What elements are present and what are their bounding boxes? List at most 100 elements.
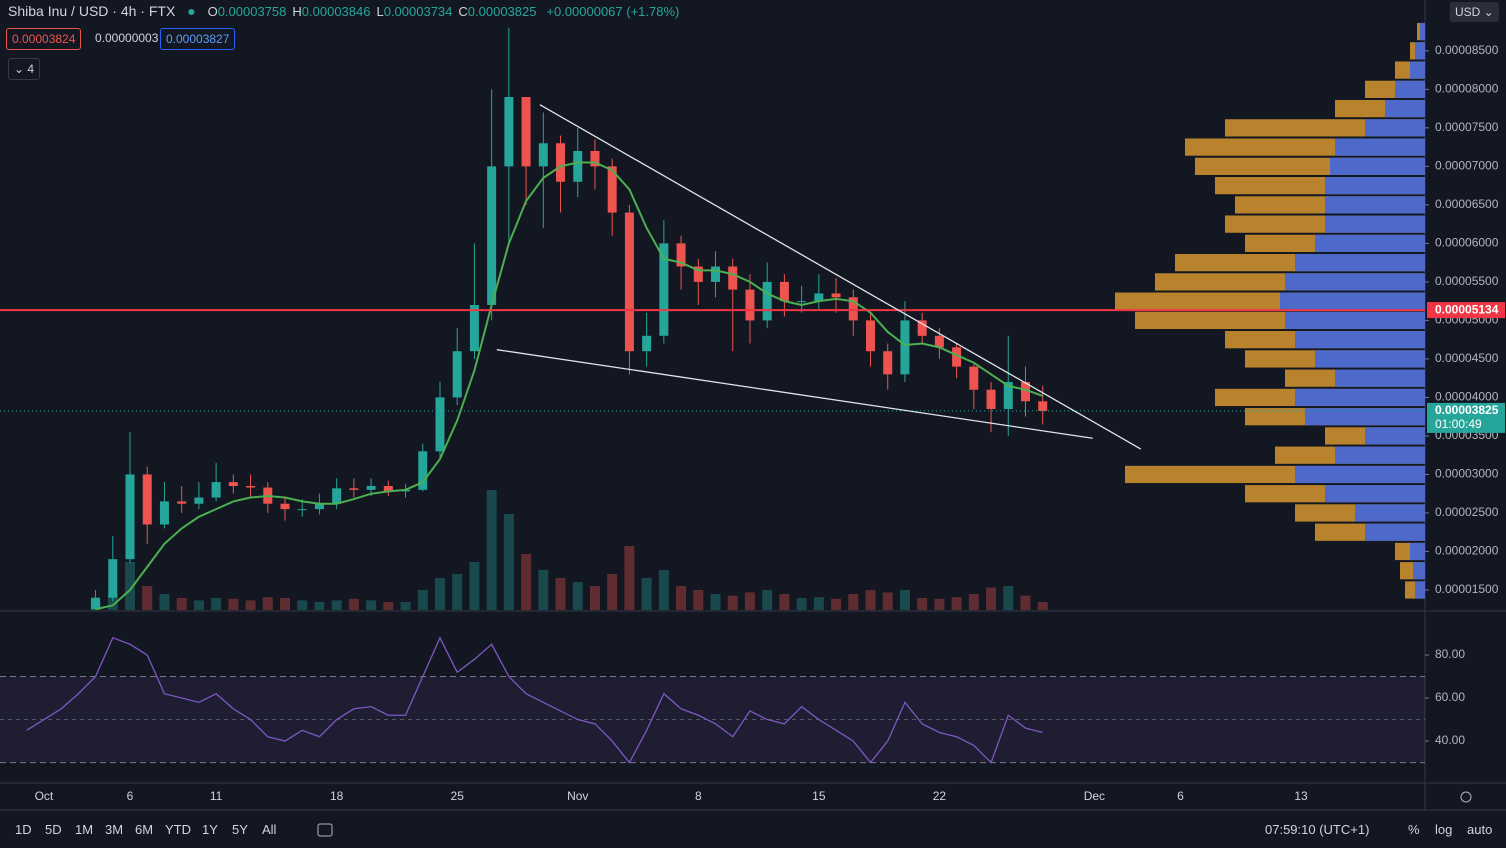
candle-body: [452, 351, 462, 398]
clock: 07:59:10 (UTC+1): [1265, 822, 1370, 837]
volume-bar: [727, 595, 738, 610]
settings-icon[interactable]: [1460, 791, 1472, 803]
volume-bar: [693, 590, 704, 610]
volume-bar: [245, 600, 256, 610]
volume-bar: [434, 578, 445, 610]
volume-bar: [1037, 602, 1048, 610]
profile-bar-up: [1415, 42, 1425, 60]
currency-button[interactable]: USD ⌄: [1450, 2, 1499, 22]
y-tick-label: 0.00001500: [1435, 582, 1499, 596]
y-tick-label: 0.00003000: [1435, 467, 1499, 481]
candle-body: [418, 451, 428, 490]
candle-body: [745, 289, 755, 321]
volume-bar: [934, 598, 945, 610]
candle-body: [693, 266, 703, 282]
candle-body: [487, 166, 497, 305]
profile-bar-up: [1420, 22, 1425, 41]
x-tick-label: 15: [812, 789, 826, 803]
range-button[interactable]: 5Y: [232, 822, 248, 837]
candle-body: [1020, 382, 1030, 402]
range-button[interactable]: 6M: [135, 822, 154, 837]
candle-body: [814, 293, 824, 302]
profile-bar-up: [1325, 196, 1425, 214]
candle-body: [917, 320, 927, 336]
scale-option[interactable]: %: [1408, 822, 1420, 837]
scale-option[interactable]: auto: [1467, 822, 1493, 837]
indicator-count: 4: [27, 62, 35, 76]
candle-body: [900, 320, 910, 375]
candle-body: [1038, 401, 1048, 411]
x-tick-label: 8: [695, 789, 702, 803]
x-tick-label: 6: [1177, 789, 1184, 803]
ask[interactable]: 0.00003827: [160, 28, 236, 50]
candle-body: [986, 389, 996, 409]
volume-bar: [452, 574, 463, 610]
ohlc-key: L: [376, 4, 384, 19]
profile-bar-up: [1325, 485, 1425, 503]
bid[interactable]: 0.00003824: [6, 28, 82, 50]
range-button[interactable]: 1Y: [202, 822, 218, 837]
candle-body: [779, 281, 789, 302]
volume-bar: [831, 598, 842, 610]
countdown: 01:00:49: [1435, 417, 1482, 431]
volume-bar: [572, 582, 583, 610]
range-button[interactable]: All: [262, 822, 277, 837]
trendline: [539, 104, 1142, 450]
volume-bar: [159, 594, 170, 610]
range-button[interactable]: YTD: [165, 822, 191, 837]
volume-bar: [968, 594, 979, 610]
range-button[interactable]: 1M: [75, 822, 94, 837]
candle-body: [91, 597, 101, 610]
candle-body: [228, 482, 238, 486]
candle-body: [246, 485, 256, 488]
candle-body: [624, 212, 634, 352]
profile-bar-up: [1295, 254, 1425, 272]
volume-bar: [262, 597, 273, 610]
price-pane: [90, 22, 1425, 610]
ohlc-value: 0.00003846: [301, 4, 371, 19]
profile-bar-up: [1410, 542, 1425, 561]
profile-bar-up: [1330, 157, 1425, 175]
volume-bar: [865, 590, 876, 610]
candle-body: [108, 559, 118, 598]
change: +0.00000067 (+1.78%): [546, 4, 680, 19]
rsi-line: [26, 636, 1043, 764]
date-range-icon[interactable]: [317, 823, 333, 837]
candle-body: [573, 150, 583, 182]
indicators-toggle[interactable]: ⌄ 4: [8, 58, 41, 80]
y-tick-label: 80.00: [1435, 647, 1465, 661]
profile-bar-up: [1295, 331, 1425, 349]
candle-body: [1003, 382, 1013, 409]
y-tick-label: 0.00007500: [1435, 120, 1499, 134]
scale-option[interactable]: log: [1435, 822, 1453, 837]
profile-bar-up: [1285, 273, 1425, 291]
range-button[interactable]: 1D: [15, 822, 32, 837]
y-tick-label: 0.00008000: [1435, 82, 1499, 96]
candle-body: [711, 266, 721, 282]
y-tick-label: 0.00008500: [1435, 43, 1499, 57]
x-tick-label: 13: [1294, 789, 1308, 803]
profile-bar-up: [1285, 311, 1425, 330]
range-button[interactable]: 5D: [45, 822, 62, 837]
profile-bar-up: [1295, 388, 1425, 407]
profile-bar-up: [1315, 350, 1425, 368]
volume-bar: [125, 562, 136, 610]
x-tick-label: 11: [210, 789, 223, 803]
volume-bar: [228, 598, 239, 610]
volume-bar: [193, 600, 204, 610]
profile-bar-up: [1385, 99, 1425, 118]
volume-bar: [555, 578, 566, 610]
volume-bar: [779, 594, 790, 610]
candle-body: [469, 305, 479, 352]
candle-body: [952, 347, 962, 367]
candle-body: [762, 281, 772, 321]
range-button[interactable]: 3M: [105, 822, 124, 837]
x-tick-label: 18: [330, 789, 344, 803]
volume-bar: [796, 598, 807, 610]
volume-bar: [882, 592, 893, 610]
candle-body: [797, 301, 807, 303]
candle-body: [211, 482, 221, 498]
spread: 0.00000003: [95, 31, 159, 45]
candle-body: [831, 293, 841, 298]
